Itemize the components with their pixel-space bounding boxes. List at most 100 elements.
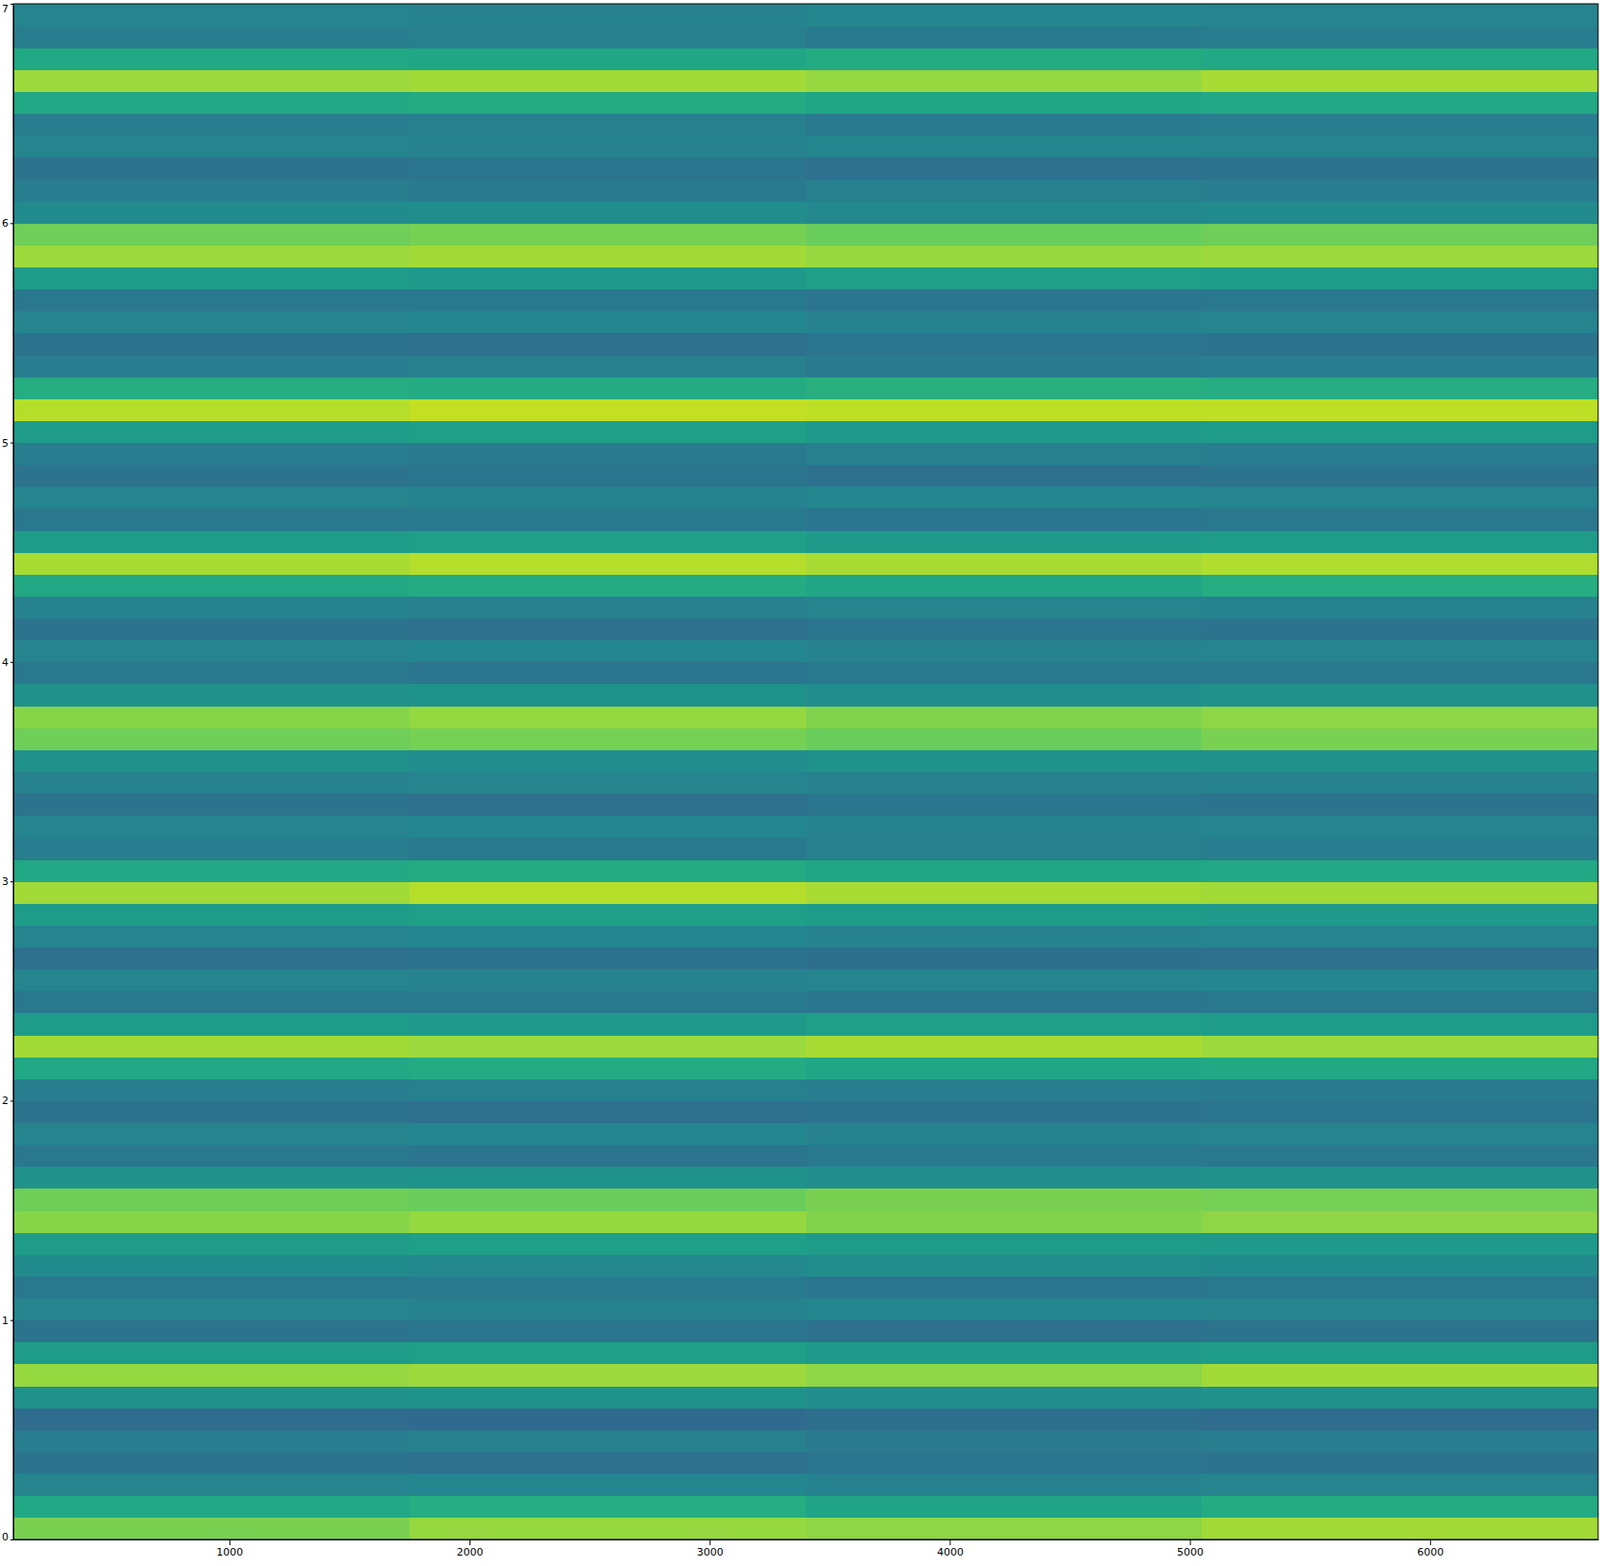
tick-mark [10, 662, 14, 663]
cell [409, 1056, 807, 1080]
cell [1201, 837, 1599, 861]
cell [409, 1407, 807, 1431]
cell [806, 1188, 1203, 1212]
cell [1201, 1034, 1599, 1058]
cell [13, 772, 410, 795]
cell [409, 69, 807, 92]
tick: 4 [1, 656, 14, 669]
cell [409, 530, 807, 553]
cell [1201, 1407, 1599, 1431]
cell [13, 1298, 410, 1322]
plot: 10002000300040005000600001234567 [1, 2, 1600, 1559]
cell [1201, 1451, 1599, 1474]
tick-label: 2 [1, 1094, 9, 1107]
cell [13, 573, 410, 597]
cell [13, 1385, 410, 1409]
cell [13, 881, 410, 904]
cell [13, 1407, 410, 1431]
cell [13, 991, 410, 1014]
cell [13, 25, 410, 49]
cell [409, 1275, 807, 1299]
tick-label: 1000 [216, 1545, 243, 1559]
cell [1201, 1342, 1599, 1365]
tick-label: 6000 [1416, 1545, 1444, 1559]
cell [806, 1253, 1203, 1277]
cell [806, 793, 1203, 817]
cell [1201, 398, 1599, 422]
tick-mark [10, 1100, 14, 1102]
cell [1201, 1275, 1599, 1299]
tick: 2000 [457, 1539, 484, 1559]
tick-label: 5000 [1177, 1545, 1204, 1559]
frame [13, 3, 1599, 1540]
cell [409, 815, 807, 839]
cell [1201, 947, 1599, 971]
cell [806, 1517, 1203, 1540]
cell [806, 1232, 1203, 1255]
cell [806, 727, 1203, 751]
cell [13, 244, 410, 268]
cell [806, 815, 1203, 839]
cell [1201, 1298, 1599, 1322]
cell [13, 91, 410, 115]
cell [13, 924, 410, 948]
cell [806, 640, 1203, 663]
cell [806, 1298, 1203, 1322]
tick-mark [10, 881, 14, 883]
cell [806, 837, 1203, 861]
cell [806, 595, 1203, 619]
cell [409, 1210, 807, 1233]
cell [13, 902, 410, 926]
cell [409, 157, 807, 181]
cell [409, 3, 807, 27]
cell [13, 1078, 410, 1102]
cell [13, 1275, 410, 1299]
cell [806, 530, 1203, 553]
cell [1201, 902, 1599, 926]
cell [409, 1166, 807, 1190]
cell [13, 135, 410, 159]
cell [409, 793, 807, 817]
cell [1201, 859, 1599, 883]
cell [806, 201, 1203, 224]
cell [1201, 991, 1599, 1014]
cell [409, 244, 807, 268]
cell [13, 1034, 410, 1058]
cell [409, 376, 807, 400]
cell [13, 69, 410, 92]
axis-line [14, 1539, 1600, 1541]
cell [806, 1078, 1203, 1102]
cell [806, 1363, 1203, 1387]
cell [409, 1253, 807, 1277]
cell [13, 1429, 410, 1453]
cell [1201, 376, 1599, 400]
cell [13, 947, 410, 971]
tick: 1 [1, 1314, 14, 1327]
cell [806, 772, 1203, 795]
cell [13, 376, 410, 400]
cell [806, 1034, 1203, 1058]
cell [409, 267, 807, 291]
cell [13, 640, 410, 663]
cell [806, 1495, 1203, 1519]
cell [1201, 573, 1599, 597]
cell [806, 157, 1203, 181]
cell [13, 267, 410, 291]
cell [806, 1012, 1203, 1036]
cell [1201, 1078, 1599, 1102]
cell [1201, 595, 1599, 619]
tick-label: 1 [1, 1314, 9, 1327]
tick-mark [949, 1539, 951, 1545]
cell [1201, 749, 1599, 773]
cell [806, 1210, 1203, 1233]
cell [409, 1144, 807, 1168]
tick: 6 [1, 217, 14, 230]
cell [409, 91, 807, 115]
tick: 0 [1, 1530, 14, 1544]
cell [1201, 1253, 1599, 1277]
tick-label: 3000 [697, 1545, 724, 1559]
chart: 10002000300040005000600001234567 [0, 0, 1600, 1566]
cell [806, 1451, 1203, 1474]
cell [1201, 157, 1599, 181]
cell [13, 683, 410, 707]
